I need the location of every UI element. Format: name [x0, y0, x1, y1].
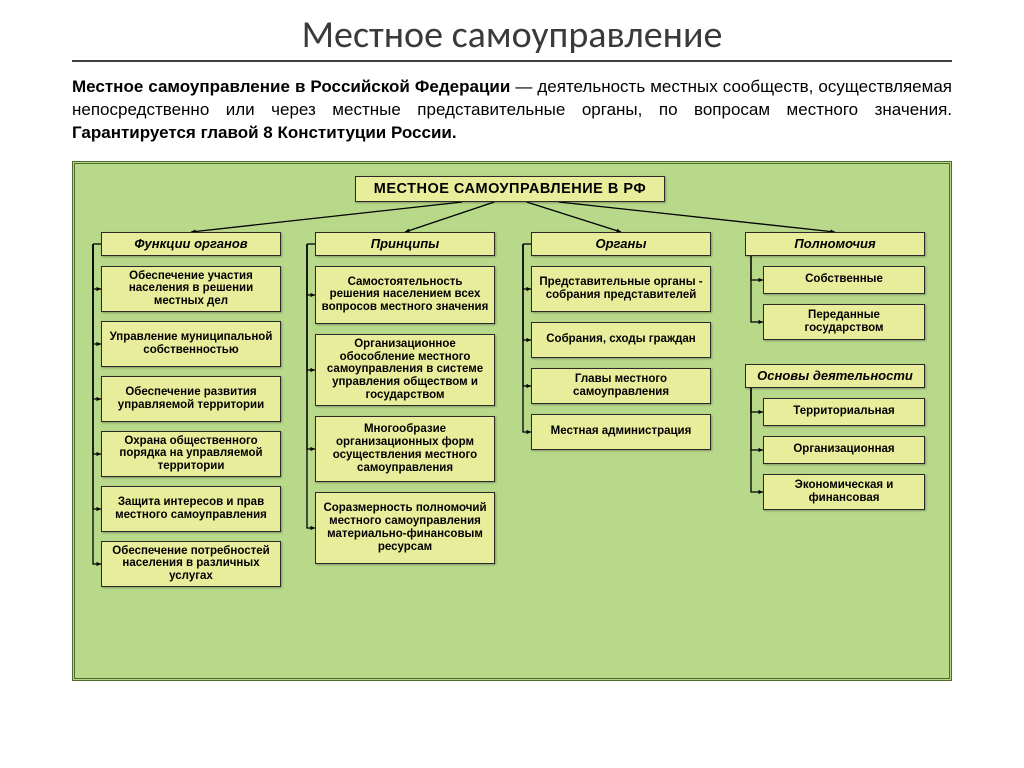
- col1-item-1: Управление муниципальной собственностью: [101, 321, 281, 367]
- col2-item-0: Самостоятельность решения населением все…: [315, 266, 495, 324]
- col4-item-1: Переданные государством: [763, 304, 925, 340]
- col3-item-0: Представительные органы - собрания предс…: [531, 266, 711, 312]
- col1-item-3: Охрана общественного порядка на управляе…: [101, 431, 281, 477]
- title-underline: [72, 60, 952, 62]
- col4-sub-item-0: Территориальная: [763, 398, 925, 426]
- intro-bold-start: Местное самоуправление в Российской Феде…: [72, 77, 510, 96]
- col3-item-1: Собрания, сходы граждан: [531, 322, 711, 358]
- col1-header: Функции органов: [101, 232, 281, 256]
- diagram: МЕСТНОЕ САМОУПРАВЛЕНИЕ В РФ Функции орган…: [75, 164, 949, 678]
- col1-item-5: Обеспечение потребностей населения в раз…: [101, 541, 281, 587]
- col3-item-2: Главы местного самоуправления: [531, 368, 711, 404]
- col4-header: Полномочия: [745, 232, 925, 256]
- col3-header: Органы: [531, 232, 711, 256]
- col2-item-3: Соразмерность полномочий местного самоуп…: [315, 492, 495, 564]
- col1-item-4: Защита интересов и прав местного самоупр…: [101, 486, 281, 532]
- root-box: МЕСТНОЕ САМОУПРАВЛЕНИЕ В РФ: [355, 176, 665, 202]
- col2-item-1: Организационное обособление местного сам…: [315, 334, 495, 406]
- col2-item-2: Многообразие организационных форм осущес…: [315, 416, 495, 482]
- col4-sub-header: Основы деятельности: [745, 364, 925, 388]
- col1-item-0: Обеспечение участия населения в решении …: [101, 266, 281, 312]
- col4-sub-item-2: Экономическая и финансовая: [763, 474, 925, 510]
- col1-item-2: Обеспечение развития управляемой террито…: [101, 376, 281, 422]
- col2-header: Принципы: [315, 232, 495, 256]
- col3-item-3: Местная администрация: [531, 414, 711, 450]
- diagram-container: МЕСТНОЕ САМОУПРАВЛЕНИЕ В РФ Функции орган…: [72, 161, 952, 681]
- col4-item-0: Собственные: [763, 266, 925, 294]
- intro-paragraph: Местное самоуправление в Российской Феде…: [72, 76, 952, 145]
- col4-sub-item-1: Организационная: [763, 436, 925, 464]
- intro-bold-end: Гарантируется главой 8 Конституции Росси…: [72, 123, 457, 142]
- page-title: Местное самоуправление: [0, 0, 1024, 60]
